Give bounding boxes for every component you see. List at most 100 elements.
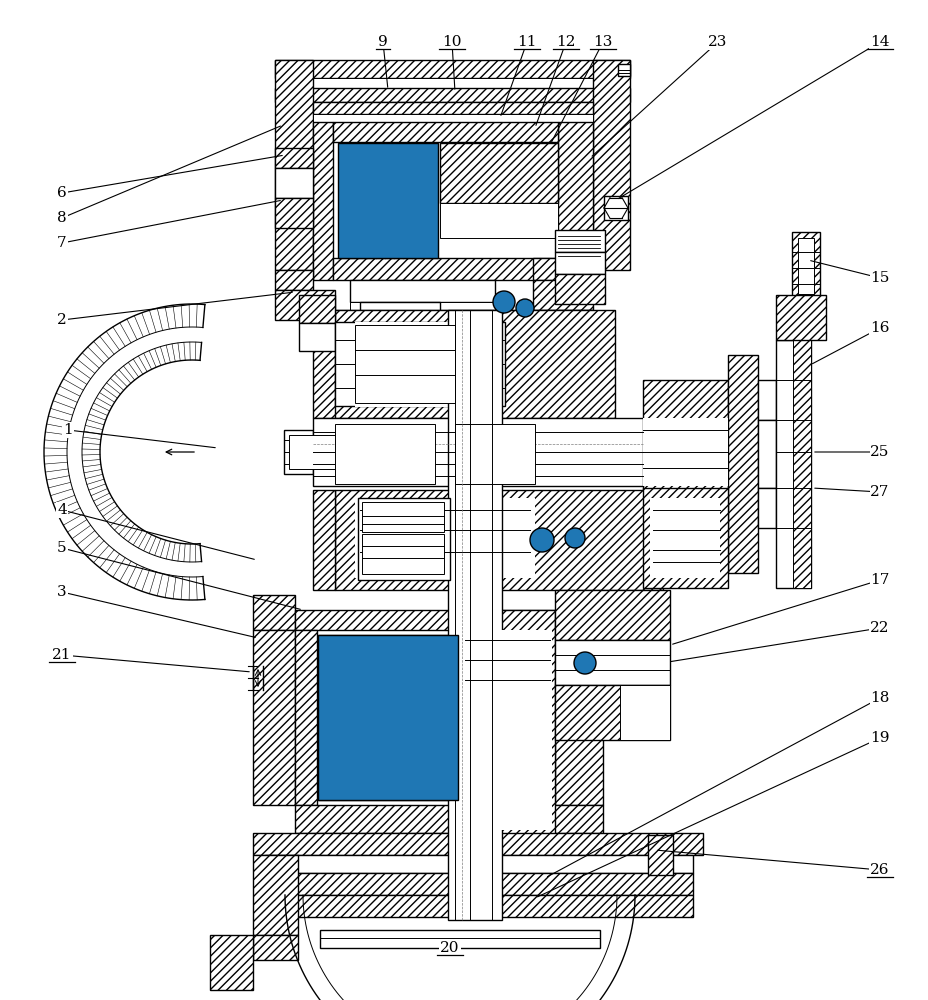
Bar	[338, 143, 437, 258]
Bar	[275, 148, 313, 168]
Text: 21: 21	[52, 648, 71, 662]
Bar	[554, 610, 654, 630]
Text: 13: 13	[593, 35, 612, 49]
Text: 25: 25	[870, 445, 889, 459]
Bar	[440, 143, 558, 203]
Bar	[461, 630, 551, 830]
Bar	[558, 122, 592, 280]
Bar	[299, 323, 335, 351]
Circle shape	[564, 528, 585, 548]
Text: 18: 18	[870, 691, 889, 705]
Bar	[775, 295, 825, 340]
Bar	[335, 490, 663, 590]
Bar	[275, 270, 313, 290]
Bar	[252, 935, 298, 960]
Bar	[313, 418, 642, 486]
Bar	[455, 424, 535, 484]
Bar	[554, 640, 669, 685]
Bar	[642, 488, 728, 588]
Text: 23: 23	[707, 35, 727, 49]
Bar	[275, 78, 629, 88]
Bar	[275, 198, 313, 228]
Bar	[275, 60, 629, 78]
Bar	[447, 310, 501, 920]
Bar	[757, 488, 775, 528]
Bar	[289, 435, 379, 469]
Bar	[360, 302, 440, 317]
Bar	[295, 630, 316, 805]
Bar	[797, 238, 813, 294]
Bar	[603, 196, 627, 220]
Bar	[317, 635, 458, 800]
Bar	[335, 424, 434, 484]
Bar	[592, 60, 629, 270]
Bar	[362, 502, 444, 532]
Bar	[793, 340, 810, 588]
Circle shape	[574, 652, 596, 674]
Bar	[335, 310, 614, 418]
Bar	[554, 252, 604, 274]
Bar	[757, 380, 775, 420]
Text: 15: 15	[870, 271, 889, 285]
Bar	[313, 102, 592, 114]
Bar	[332, 258, 558, 280]
Bar	[757, 420, 775, 488]
Text: 9: 9	[378, 35, 388, 49]
Bar	[299, 295, 335, 323]
Text: 1: 1	[63, 423, 72, 437]
Bar	[313, 114, 592, 122]
Bar	[335, 322, 505, 406]
Bar	[313, 490, 335, 590]
Text: 22: 22	[870, 621, 889, 635]
Bar	[332, 122, 558, 142]
Bar	[354, 498, 535, 578]
Bar	[357, 498, 449, 580]
Bar	[362, 534, 444, 574]
Bar	[252, 833, 702, 855]
Text: 2: 2	[57, 313, 67, 327]
Text: 10: 10	[442, 35, 461, 49]
Text: 20: 20	[440, 941, 459, 955]
Bar	[252, 630, 295, 805]
Bar	[350, 302, 495, 312]
Bar	[792, 232, 819, 300]
Text: 16: 16	[870, 321, 889, 335]
Bar	[284, 430, 313, 474]
Bar	[354, 325, 455, 403]
Bar	[210, 935, 252, 990]
Bar	[275, 60, 313, 270]
Bar	[648, 835, 672, 875]
Bar	[350, 280, 495, 302]
Text: 6: 6	[57, 186, 67, 200]
Bar	[252, 595, 295, 630]
Text: 4: 4	[57, 503, 67, 517]
Bar	[642, 418, 728, 486]
Bar	[459, 610, 554, 835]
Text: 19: 19	[870, 731, 889, 745]
Bar	[275, 168, 313, 198]
Bar	[554, 274, 604, 304]
Bar	[728, 355, 757, 573]
Text: 17: 17	[870, 573, 889, 587]
Bar	[619, 685, 669, 740]
Bar	[313, 310, 592, 418]
Bar	[275, 290, 335, 320]
Bar	[642, 380, 728, 528]
Bar	[617, 64, 629, 76]
Bar	[775, 340, 810, 588]
Text: 12: 12	[556, 35, 575, 49]
Text: 7: 7	[58, 236, 67, 250]
Text: 8: 8	[58, 211, 67, 225]
Bar	[295, 610, 554, 630]
Bar	[317, 635, 458, 800]
Text: 11: 11	[517, 35, 536, 49]
Circle shape	[530, 528, 553, 552]
Bar	[554, 685, 669, 740]
Text: 5: 5	[58, 541, 67, 555]
Bar	[554, 630, 602, 805]
Text: 14: 14	[870, 35, 889, 49]
Bar	[554, 230, 604, 252]
Text: 26: 26	[870, 863, 889, 877]
Bar	[275, 88, 629, 102]
Bar	[650, 498, 719, 578]
